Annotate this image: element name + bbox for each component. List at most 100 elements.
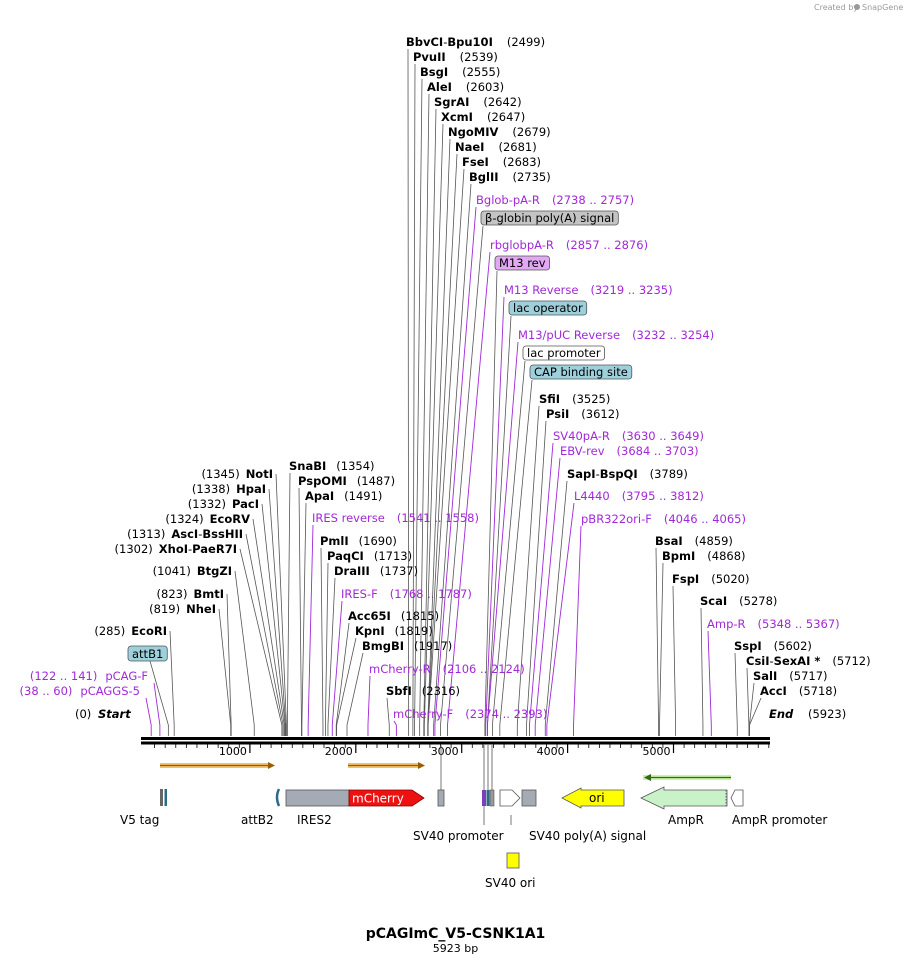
- left-site-leader: [234, 570, 255, 736]
- left-primer-label: pCAGGS-5 (38 .. 60): [20, 684, 140, 698]
- primer-name: M13 Reverse: [504, 283, 578, 297]
- enzyme-position: (5020): [711, 572, 749, 586]
- left-site-label: NheI (819): [149, 602, 216, 616]
- enzyme-position: (2499): [507, 35, 545, 49]
- right-site-leader: [746, 667, 750, 736]
- left-site-leader: [169, 630, 175, 736]
- top-site-label: AleI (2603): [427, 80, 504, 94]
- top-site-leader: [414, 78, 423, 736]
- top-site-label: BglII (2735): [469, 170, 551, 184]
- enzyme-name-alt: SexAI *: [774, 654, 821, 668]
- enzyme-name-alt: BssHII: [202, 527, 243, 541]
- ires2-block: [285, 789, 350, 807]
- center-site-label: BmgBI (1917): [362, 639, 452, 653]
- top-site-leader: [423, 108, 437, 736]
- primer-range: (3219 .. 3235): [590, 283, 672, 297]
- plasmid-name: pCAGImC_V5-CSNK1A1: [366, 926, 546, 942]
- end-label: End: [769, 707, 794, 721]
- right-site-label: SspI (5602): [734, 639, 812, 653]
- mid-leader: [499, 379, 533, 736]
- right-site-label: AccI (5718): [760, 684, 837, 698]
- center-site-leader: [286, 472, 291, 736]
- right-site-leader: [749, 682, 755, 736]
- enzyme-name: ScaI: [700, 594, 727, 608]
- credit: Created by SnapGene: [814, 3, 903, 12]
- ori-arrow: [561, 787, 625, 809]
- v5-tag-mark-2: [164, 789, 167, 806]
- enzyme-position: (2555): [462, 65, 500, 79]
- center-site-leader: [346, 652, 364, 736]
- right-site-label: FspI (5020): [672, 572, 749, 586]
- enzyme-position: (3525): [572, 392, 610, 406]
- ampr-promoter-arrow: [730, 789, 744, 807]
- left-primer-leader: [145, 697, 152, 736]
- enzyme-position: (1345): [201, 467, 239, 481]
- top-site-label: NaeI (2681): [455, 140, 537, 154]
- center-site-label: Acc65I (1815): [348, 609, 439, 623]
- primer-name: pBR322ori-F: [581, 512, 652, 526]
- enzyme-name: NheI: [186, 602, 216, 616]
- mid-leader: [492, 360, 526, 736]
- enzyme-position: (5602): [774, 639, 812, 653]
- enzyme-name: BpmI: [662, 549, 695, 563]
- sv40-polya-block: [521, 789, 537, 807]
- grey-block-1: [437, 789, 445, 807]
- enzyme-position: (823): [157, 587, 188, 601]
- primer-name: mCherry-F: [393, 707, 453, 721]
- left-primer-label: pCAG-F (122 .. 141): [30, 669, 148, 683]
- center-site-leader: [325, 562, 329, 736]
- mid-label-box: β-globin poly(A) signal: [480, 210, 619, 226]
- top-site-label: PvuII (2539): [413, 50, 498, 64]
- center-site-label: PaqCI (1713): [327, 549, 412, 563]
- center-site-leader: [301, 502, 307, 736]
- enzyme-name: EcoRI: [131, 624, 167, 638]
- primer-name: mCherry-R: [369, 662, 431, 676]
- mid-label-box: lac operator: [508, 300, 588, 316]
- center-site-label: mCherry-F (2374 .. 2393): [393, 707, 547, 721]
- backbone-top-strand: [141, 737, 770, 740]
- primer-range: (2374 .. 2393): [465, 707, 547, 721]
- enzyme-position: (5717): [789, 669, 827, 683]
- primer-range: (1768 .. 1787): [390, 587, 472, 601]
- green-arrow: [643, 774, 731, 781]
- left-site-leader: [239, 548, 283, 736]
- primer-name: M13/pUC Reverse: [518, 328, 620, 342]
- mid-label-primer: M13/pUC Reverse (3232 .. 3254): [518, 328, 714, 342]
- right-site-leader: [749, 697, 762, 736]
- enzyme-name-alt: PaeR7I: [192, 542, 237, 556]
- primer-name: IRES reverse: [312, 511, 385, 525]
- primer-range: (2857 .. 2876): [566, 238, 648, 252]
- feature-sv40-promoter: SV40 promoter: [413, 829, 504, 843]
- enzyme-position: (2681): [498, 140, 536, 154]
- left-site-leader: [226, 593, 232, 736]
- enzyme-name: ApaI: [305, 489, 334, 503]
- backbone-bottom-strand: [141, 741, 770, 745]
- attb1-leader: [149, 660, 169, 736]
- enzyme-name: FseI: [462, 155, 489, 169]
- top-site-leader: [433, 183, 472, 736]
- left-site-leader: [268, 488, 287, 736]
- ruler-tick-label: 2000: [325, 745, 353, 758]
- primer-name: IRES-F: [341, 587, 378, 601]
- right-site-leader: [734, 652, 738, 736]
- center-site-leader: [386, 697, 390, 736]
- primer-range: (1541 .. 1558): [397, 511, 479, 525]
- right-site-leader: [700, 607, 704, 736]
- enzyme-name: HpaI: [236, 482, 266, 496]
- feature-box-label: lac promoter: [527, 346, 601, 360]
- enzyme-position: (1690): [359, 534, 397, 548]
- orange-arrow-1: [160, 762, 275, 769]
- mid-leader: [440, 225, 484, 736]
- sv40-cluster-grey: [489, 789, 495, 807]
- enzyme-name: CsiI: [746, 654, 770, 668]
- feature-sv40-polya: SV40 poly(A) signal: [529, 829, 646, 843]
- enzyme-name: PmlI: [320, 534, 349, 548]
- ruler-tick-label: 3000: [431, 745, 459, 758]
- feature-attb2: attB2: [241, 813, 274, 827]
- enzyme-position: (5718): [799, 684, 837, 698]
- center-site-leader: [335, 622, 350, 736]
- feature-ori: ori: [589, 791, 605, 805]
- enzyme-position: (1737): [380, 564, 418, 578]
- enzyme-name: PsiI: [546, 407, 569, 421]
